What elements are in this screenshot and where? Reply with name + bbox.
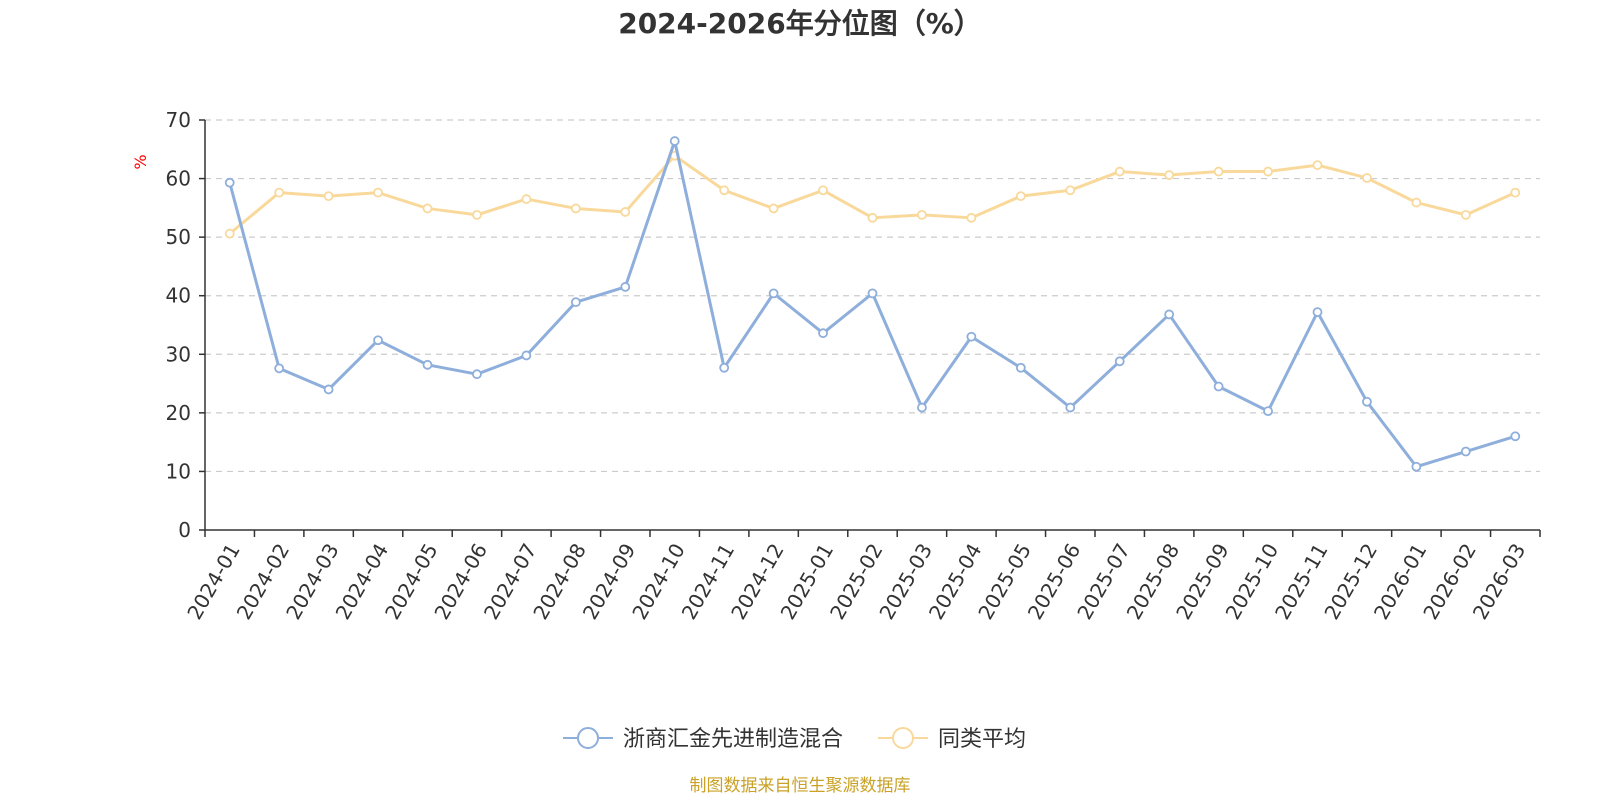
- data-point[interactable]: [917, 209, 927, 220]
- data-point[interactable]: [274, 187, 285, 198]
- data-point[interactable]: [1263, 406, 1273, 417]
- legend-label: 同类平均: [938, 727, 1026, 752]
- data-point[interactable]: [966, 331, 977, 342]
- data-point[interactable]: [472, 369, 482, 380]
- data-point[interactable]: [1312, 160, 1323, 171]
- data-source-note: 制图数据来自恒生聚源数据库: [690, 776, 911, 796]
- data-point[interactable]: [570, 297, 581, 308]
- data-point[interactable]: [719, 185, 730, 196]
- data-point[interactable]: [1411, 197, 1422, 208]
- y-tick-label: 60: [166, 167, 191, 191]
- y-tick-label: 40: [166, 284, 191, 308]
- data-point[interactable]: [323, 384, 334, 395]
- data-point[interactable]: [1460, 209, 1471, 220]
- data-point[interactable]: [1312, 307, 1323, 318]
- data-point[interactable]: [1015, 362, 1026, 373]
- data-point[interactable]: [669, 136, 680, 146]
- data-point[interactable]: [373, 187, 383, 198]
- data-point[interactable]: [521, 350, 532, 361]
- y-tick-label: 20: [166, 401, 191, 425]
- chart-title: 2024-2026年分位图（%）: [618, 7, 982, 40]
- data-point[interactable]: [1411, 461, 1422, 472]
- y-tick-labels: 0 10 20 30 40 50 60 70: [166, 108, 191, 542]
- data-point[interactable]: [1263, 166, 1273, 177]
- legend-item-1[interactable]: 同类平均: [878, 727, 1026, 752]
- data-point[interactable]: [472, 209, 482, 220]
- data-point[interactable]: [1065, 402, 1076, 413]
- data-point[interactable]: [274, 363, 285, 374]
- data-point[interactable]: [1114, 166, 1125, 177]
- grid-lines: [205, 119, 1540, 473]
- data-point[interactable]: [224, 228, 235, 239]
- series-line: [228, 139, 1516, 469]
- legend[interactable]: 浙商汇金先进制造混合 同类平均: [563, 727, 1026, 752]
- legend-marker-icon: [892, 727, 914, 749]
- data-point[interactable]: [422, 203, 433, 214]
- y-tick-label: 70: [166, 108, 191, 132]
- data-point[interactable]: [1213, 166, 1224, 177]
- series-0: [224, 136, 1521, 472]
- data-point[interactable]: [1213, 381, 1224, 392]
- data-point[interactable]: [570, 203, 581, 214]
- data-point[interactable]: [1015, 191, 1026, 202]
- data-point[interactable]: [1065, 185, 1076, 196]
- y-tick-label: 10: [166, 459, 191, 483]
- data-point[interactable]: [966, 212, 977, 223]
- data-point[interactable]: [719, 362, 730, 373]
- x-tick-labels: 2024-012024-022024-032024-042024-052024-…: [182, 539, 1530, 623]
- y-tick-label: 0: [178, 518, 191, 542]
- data-point[interactable]: [867, 288, 878, 299]
- data-point[interactable]: [768, 203, 779, 214]
- y-tick-label: 50: [166, 225, 191, 249]
- data-point[interactable]: [1164, 170, 1175, 180]
- data-point[interactable]: [818, 328, 828, 339]
- series-group: [224, 136, 1521, 472]
- legend-label: 浙商汇金先进制造混合: [623, 727, 843, 752]
- data-point[interactable]: [224, 177, 235, 188]
- data-point[interactable]: [1510, 431, 1521, 442]
- data-point[interactable]: [867, 212, 878, 223]
- data-point[interactable]: [917, 402, 927, 413]
- data-point[interactable]: [323, 191, 334, 202]
- data-point[interactable]: [422, 359, 433, 370]
- legend-item-0[interactable]: 浙商汇金先进制造混合: [563, 727, 843, 752]
- data-point[interactable]: [620, 207, 631, 217]
- axes: [199, 119, 1541, 537]
- data-point[interactable]: [1114, 356, 1125, 367]
- data-point[interactable]: [818, 185, 828, 196]
- data-point[interactable]: [1510, 187, 1521, 198]
- legend-marker-icon: [577, 727, 599, 749]
- data-point[interactable]: [1164, 309, 1175, 320]
- data-point[interactable]: [1362, 173, 1372, 183]
- data-point[interactable]: [1460, 446, 1471, 457]
- data-point[interactable]: [373, 335, 383, 346]
- y-axis-unit: %: [131, 154, 150, 169]
- data-point[interactable]: [768, 288, 779, 299]
- data-point[interactable]: [521, 194, 532, 204]
- series-1: [224, 150, 1521, 239]
- data-point[interactable]: [620, 282, 631, 292]
- data-point[interactable]: [1362, 396, 1372, 407]
- y-tick-label: 30: [166, 342, 191, 366]
